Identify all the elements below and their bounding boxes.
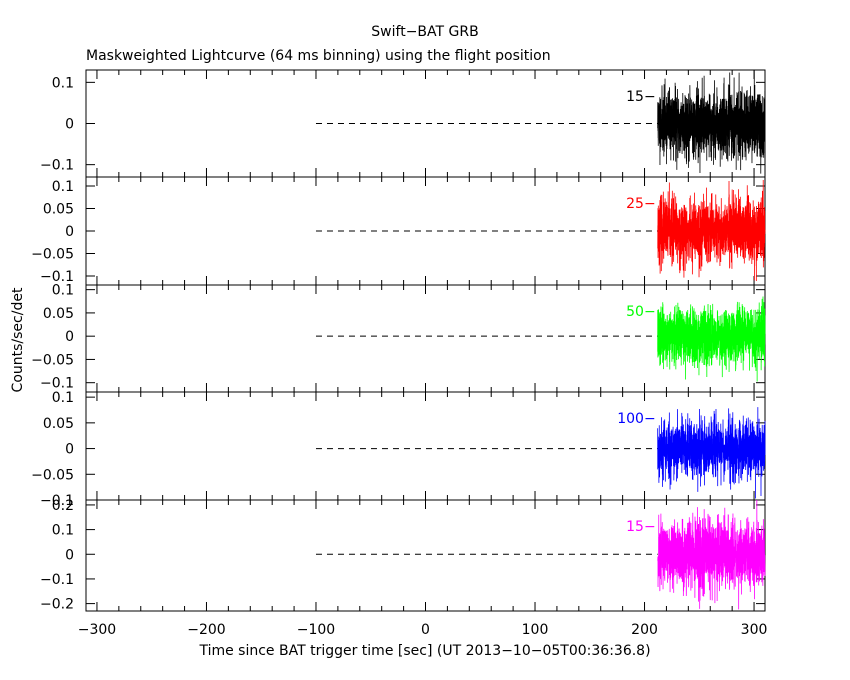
- panel-2: −0.1 −0.05 0 0.05 0.1 25−: [31, 176, 766, 286]
- x-tick-label: −100: [297, 622, 335, 638]
- y-tick-label: −0.1: [40, 158, 74, 174]
- chart-title: Swift−BAT GRB: [371, 24, 478, 40]
- x-tick-label: 200: [631, 622, 658, 638]
- chart-subtitle: Maskweighted Lightcurve (64 ms binning) …: [86, 48, 551, 64]
- y-tick-label: 0: [65, 442, 74, 458]
- band-label: 15−: [626, 89, 656, 105]
- y-tick-label: 0.05: [43, 202, 74, 218]
- y-tick-label: 0.1: [52, 75, 74, 91]
- band-label: 25−: [626, 196, 656, 212]
- band-label: 15−: [626, 519, 656, 535]
- panel-5: −0.2 −0.1 0 0.1 0.2 15−: [40, 498, 766, 613]
- series-line: [657, 69, 766, 174]
- y-tick-label: 0.05: [43, 416, 74, 432]
- series-line: [657, 499, 766, 610]
- y-tick-label: −0.1: [40, 572, 74, 588]
- x-tick-label: 300: [741, 622, 768, 638]
- y-tick-label: −0.2: [40, 597, 74, 613]
- y-tick-label: −0.1: [40, 269, 74, 285]
- panel-3: −0.1 −0.05 0 0.05 0.1 50−: [31, 283, 766, 393]
- y-tick-label: −0.05: [31, 352, 74, 368]
- y-tick-label: 0.1: [52, 523, 74, 539]
- y-tick-label: 0: [65, 329, 74, 345]
- band-label: 50−: [626, 304, 656, 320]
- y-tick-label: 0.1: [52, 390, 74, 406]
- y-tick-label: 0.2: [52, 498, 74, 514]
- y-tick-label: 0.1: [52, 179, 74, 195]
- y-tick-label: 0: [65, 117, 74, 133]
- x-tick-label: −300: [78, 622, 116, 638]
- y-tick-label: 0: [65, 547, 74, 563]
- y-tick-label: 0: [65, 224, 74, 240]
- series-line: [657, 296, 766, 382]
- panels-group: −0.1 0 0.1 15− −0.1 −0.05 0 0.05 0.1 25− −0.1 −0.05…: [31, 69, 768, 638]
- panel-1: −0.1 0 0.1 15−: [40, 69, 766, 178]
- x-tick-label: 0: [421, 622, 430, 638]
- y-tick-label: 0.05: [43, 306, 74, 322]
- x-axis-label: Time since BAT trigger time [sec] (UT 20…: [198, 643, 650, 659]
- series-line: [657, 407, 766, 499]
- series-line: [657, 179, 766, 281]
- y-tick-label: 0.1: [52, 283, 74, 299]
- y-tick-label: −0.05: [31, 467, 74, 483]
- x-tick-label: −200: [187, 622, 225, 638]
- y-tick-label: −0.05: [31, 247, 74, 263]
- y-axis-label: Counts/sec/det: [10, 287, 26, 392]
- y-tick-label: −0.1: [40, 376, 74, 392]
- y-tick-label: −0.1: [40, 493, 74, 509]
- band-label: 100−: [617, 411, 655, 427]
- x-tick-label: 100: [522, 622, 549, 638]
